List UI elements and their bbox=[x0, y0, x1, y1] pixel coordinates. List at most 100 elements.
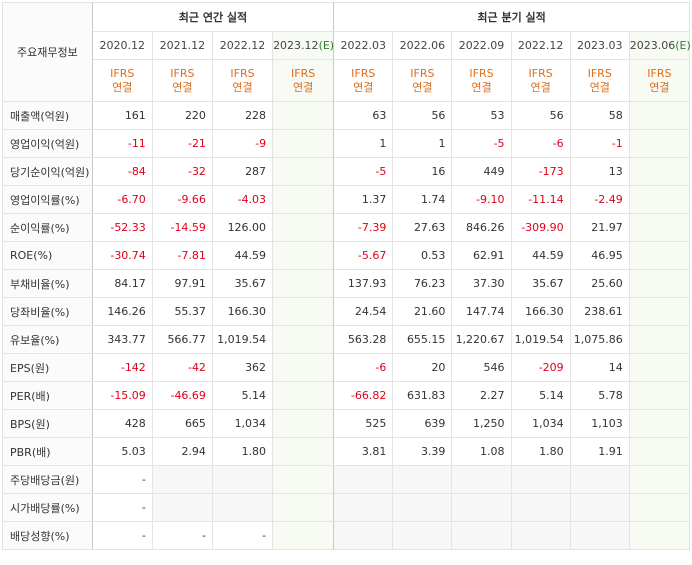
value-cell: 665 bbox=[151, 409, 213, 438]
table-row: 주당배당금(원) - bbox=[2, 465, 691, 494]
ifrs-label: IFRS bbox=[110, 66, 135, 80]
consolidated-label: 연결 bbox=[232, 80, 253, 94]
value-cell bbox=[628, 297, 691, 326]
period-label: 2020.12 bbox=[99, 39, 146, 52]
value-cell: -14.59 bbox=[151, 213, 213, 242]
value-cell bbox=[392, 493, 453, 522]
ifrs-basis-header: IFRS 연결 bbox=[569, 59, 630, 102]
value-cell: 655.15 bbox=[392, 325, 453, 354]
value-cell: 5.78 bbox=[569, 381, 630, 410]
value-cell bbox=[628, 101, 691, 130]
value-cell: 161 bbox=[91, 101, 153, 130]
value-cell: -32 bbox=[151, 157, 213, 186]
value-cell: 3.39 bbox=[392, 437, 453, 466]
consolidated-label: 연결 bbox=[471, 80, 492, 94]
value-cell: - bbox=[91, 465, 153, 494]
row-label: BPS(원) bbox=[2, 409, 93, 438]
value-cell: 228 bbox=[211, 101, 274, 130]
ifrs-label: IFRS bbox=[469, 66, 494, 80]
ifrs-label: IFRS bbox=[351, 66, 376, 80]
value-cell bbox=[272, 269, 335, 298]
annual-period-header: 2023.12(E) bbox=[272, 31, 335, 60]
table-row: 매출액(억원) 161 220 228 63 56 53 56 58 bbox=[2, 101, 691, 130]
annual-period-header: 2022.12 bbox=[211, 31, 274, 60]
value-cell: 1.08 bbox=[451, 437, 512, 466]
value-cell bbox=[333, 465, 394, 494]
ifrs-basis-header: IFRS 연결 bbox=[392, 59, 453, 102]
table-row: PER(배) -15.09 -46.69 5.14 -66.82 631.83 2.27 5.… bbox=[2, 381, 691, 410]
value-cell: 137.93 bbox=[333, 269, 394, 298]
value-cell: 25.60 bbox=[569, 269, 630, 298]
value-cell: -52.33 bbox=[91, 213, 153, 242]
value-cell: 566.77 bbox=[151, 325, 213, 354]
value-cell: -9.10 bbox=[451, 185, 512, 214]
value-cell: 428 bbox=[91, 409, 153, 438]
row-label: 시가배당률(%) bbox=[2, 493, 93, 522]
value-cell: -9 bbox=[211, 129, 274, 158]
value-cell: -21 bbox=[151, 129, 213, 158]
value-cell bbox=[392, 465, 453, 494]
period-label: 2022.12 bbox=[517, 39, 564, 52]
value-cell bbox=[392, 521, 453, 550]
ifrs-label: IFRS bbox=[170, 66, 195, 80]
quarter-period-header: 2022.12 bbox=[510, 31, 571, 60]
value-cell: 1,075.86 bbox=[569, 325, 630, 354]
value-cell: 58 bbox=[569, 101, 630, 130]
quarter-period-header: 2022.03 bbox=[333, 31, 394, 60]
ifrs-label: IFRS bbox=[230, 66, 255, 80]
value-cell: - bbox=[151, 521, 213, 550]
value-cell: 44.59 bbox=[510, 241, 571, 270]
value-cell bbox=[272, 241, 335, 270]
value-cell bbox=[628, 157, 691, 186]
value-cell: 21.97 bbox=[569, 213, 630, 242]
ifrs-label: IFRS bbox=[587, 66, 612, 80]
period-label: 2021.12 bbox=[159, 39, 206, 52]
value-cell bbox=[628, 213, 691, 242]
value-cell bbox=[272, 101, 335, 130]
period-label: 2022.03 bbox=[340, 39, 387, 52]
table-row: 영업이익(억원) -11 -21 -9 1 1 -5 -6 -1 bbox=[2, 129, 691, 158]
table-row: 부채비율(%) 84.17 97.91 35.67 137.93 76.23 37.30 35… bbox=[2, 269, 691, 298]
value-cell: -142 bbox=[91, 353, 153, 382]
value-cell bbox=[272, 157, 335, 186]
consolidated-label: 연결 bbox=[172, 80, 193, 94]
value-cell: 1,034 bbox=[211, 409, 274, 438]
ifrs-basis-header: IFRS 연결 bbox=[211, 59, 274, 102]
value-cell bbox=[272, 325, 335, 354]
table-row: 순이익률(%) -52.33 -14.59 126.00 -7.39 27.63 846.2… bbox=[2, 213, 691, 242]
value-cell bbox=[272, 297, 335, 326]
value-cell: -5.67 bbox=[333, 241, 394, 270]
table-row: 배당성향(%) - - - bbox=[2, 521, 691, 550]
table-row: 유보율(%) 343.77 566.77 1,019.54 563.28 655.15 1,… bbox=[2, 325, 691, 354]
value-cell bbox=[628, 353, 691, 382]
financial-summary-table: 주요재무정보 최근 연간 실적 최근 분기 실적 2020.12 2021.12 2… bbox=[2, 2, 691, 550]
value-cell: 449 bbox=[451, 157, 512, 186]
value-cell bbox=[211, 493, 274, 522]
ifrs-label: IFRS bbox=[528, 66, 553, 80]
value-cell: 55.37 bbox=[151, 297, 213, 326]
value-cell: -309.90 bbox=[510, 213, 571, 242]
value-cell: 53 bbox=[451, 101, 512, 130]
value-cell: 1.91 bbox=[569, 437, 630, 466]
value-cell: -209 bbox=[510, 353, 571, 382]
quarter-period-header: 2022.09 bbox=[451, 31, 512, 60]
ifrs-basis-header: IFRS 연결 bbox=[628, 59, 691, 102]
value-cell: 5.14 bbox=[211, 381, 274, 410]
value-cell bbox=[510, 465, 571, 494]
value-cell: 46.95 bbox=[569, 241, 630, 270]
value-cell: 0.53 bbox=[392, 241, 453, 270]
value-cell bbox=[272, 437, 335, 466]
value-cell bbox=[151, 465, 213, 494]
value-cell bbox=[272, 493, 335, 522]
value-cell: 5.14 bbox=[510, 381, 571, 410]
value-cell: 146.26 bbox=[91, 297, 153, 326]
value-cell bbox=[272, 465, 335, 494]
value-cell: 44.59 bbox=[211, 241, 274, 270]
value-cell bbox=[272, 521, 335, 550]
period-label: 2023.03 bbox=[576, 39, 623, 52]
value-cell: 563.28 bbox=[333, 325, 394, 354]
value-cell bbox=[628, 129, 691, 158]
row-label: PBR(배) bbox=[2, 437, 93, 466]
value-cell: 2.94 bbox=[151, 437, 213, 466]
value-cell: 846.26 bbox=[451, 213, 512, 242]
